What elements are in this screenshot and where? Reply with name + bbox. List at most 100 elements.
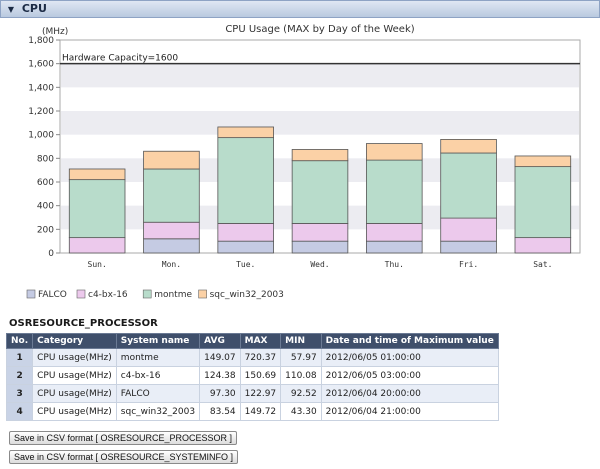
table-cell: 3 xyxy=(5,384,34,403)
legend-swatch xyxy=(76,289,86,299)
table-cell: 92.52 xyxy=(280,384,322,403)
table-cell: montme xyxy=(115,348,201,367)
column-header[interactable]: Date and time of Maximum value xyxy=(320,333,500,349)
table-cell: 1 xyxy=(5,348,34,367)
table-header-row: No. Category System name AVG MAX MIN Date and … xyxy=(5,333,500,349)
processor-table: No. Category System name AVG MAX MIN Date and … xyxy=(5,333,500,421)
bar-segment xyxy=(143,238,200,254)
table-cell: 2012/06/05 01:00:00 xyxy=(320,348,500,367)
capacity-label: Hardware Capacity=1600 xyxy=(62,54,178,64)
grid-band xyxy=(61,63,579,88)
save-csv-systeminfo-button[interactable]: Save in CSV format [ OSRESOURCE_SYSTEMIN… xyxy=(9,450,239,464)
legend-label: FALCO xyxy=(38,290,67,300)
table-cell: CPU usage(MHz) xyxy=(32,366,117,385)
bar-segment xyxy=(366,143,423,161)
bar-segment xyxy=(68,168,126,181)
bar-segment xyxy=(514,237,572,254)
table-cell: 83.54 xyxy=(199,402,241,421)
y-tick-label: 1,000 xyxy=(28,131,54,141)
bar-segment xyxy=(143,221,200,240)
panel-title: CPU xyxy=(21,2,47,15)
triangle-down-icon[interactable]: ▼ xyxy=(7,5,15,14)
column-header[interactable]: Category xyxy=(32,333,117,349)
y-axis-label: (MHz) xyxy=(42,27,68,37)
table-cell: CPU usage(MHz) xyxy=(32,384,117,403)
bar-segment xyxy=(366,223,423,242)
bar-segment xyxy=(291,149,349,162)
column-header[interactable]: MAX xyxy=(239,333,282,349)
bar-segment xyxy=(366,159,423,224)
legend-label: c4-bx-16 xyxy=(88,290,128,300)
y-tick-label: 1,800 xyxy=(28,36,54,46)
table-cell: 2 xyxy=(5,366,34,385)
table-cell: 2012/06/04 21:00:00 xyxy=(320,402,500,421)
column-header[interactable]: MIN xyxy=(280,333,322,349)
table-cell: 150.69 xyxy=(239,366,282,385)
table-cell: 4 xyxy=(5,402,34,421)
bar-segment xyxy=(366,240,423,254)
y-tick-label: 0 xyxy=(48,249,54,259)
cpu-panel-header[interactable]: ▼ CPU xyxy=(0,0,600,18)
bar-segment xyxy=(68,237,126,254)
bar-segment xyxy=(143,168,200,223)
table-cell: sqc_win32_2003 xyxy=(115,402,201,421)
bar-segment xyxy=(514,166,572,239)
table-row: 2 CPU usage(MHz) c4-bx-16 124.38 150.69 110.0… xyxy=(5,366,500,385)
table-cell: 97.30 xyxy=(199,384,241,403)
column-header[interactable]: System name xyxy=(115,333,201,349)
chart-svg: 0 200 400 600 800 1,000 1,200 1,400 1,600 1,800(M… xyxy=(26,24,581,300)
y-tick-label: 1,600 xyxy=(28,60,54,70)
x-tick-label: Sat. xyxy=(533,260,552,269)
legend-label: sqc_win32_2003 xyxy=(210,290,284,300)
x-tick-label: Thu. xyxy=(385,260,404,269)
table-cell: CPU usage(MHz) xyxy=(32,348,117,367)
table-cell: c4-bx-16 xyxy=(115,366,201,385)
x-tick-label: Sun. xyxy=(88,260,107,269)
bar-segment xyxy=(440,139,497,154)
bar-segment xyxy=(440,152,497,219)
table-cell: 110.08 xyxy=(280,366,322,385)
bar-segment xyxy=(68,179,126,239)
bar-segment xyxy=(217,223,274,242)
bar-segment xyxy=(440,240,497,254)
legend-label: montme xyxy=(154,290,192,300)
table-row: 3 CPU usage(MHz) FALCO 97.30 122.97 92.52 2012… xyxy=(5,384,500,403)
save-csv-processor-button[interactable]: Save in CSV format [ OSRESOURCE_PROCESSO… xyxy=(9,431,238,445)
table-cell: 43.30 xyxy=(280,402,322,421)
cpu-usage-chart: 0 200 400 600 800 1,000 1,200 1,400 1,600 1,800 (M… xyxy=(0,18,600,318)
bar-segment xyxy=(143,150,200,170)
bar-segment xyxy=(217,240,274,254)
table-row: 1 CPU usage(MHz) montme 149.07 720.37 57.97 20… xyxy=(5,348,500,367)
grid-band xyxy=(61,111,579,135)
x-tick-label: Tue. xyxy=(236,260,255,269)
x-tick-label: Wed. xyxy=(310,260,329,269)
bar-segment xyxy=(514,155,572,168)
legend-swatch xyxy=(198,289,207,299)
table-cell: 2012/06/05 03:00:00 xyxy=(320,366,500,385)
bar-segment xyxy=(291,240,349,254)
y-tick-label: 600 xyxy=(37,178,54,188)
bar-segment xyxy=(217,137,274,224)
x-tick-label: Mon. xyxy=(162,260,181,269)
table-cell: 2012/06/04 20:00:00 xyxy=(320,384,500,403)
table-cell: 149.72 xyxy=(239,402,282,421)
table-cell: CPU usage(MHz) xyxy=(32,402,117,421)
chart-title: CPU Usage (MAX by Day of the Week) xyxy=(225,24,414,35)
table-cell: 124.38 xyxy=(199,366,241,385)
column-header[interactable]: AVG xyxy=(199,333,241,349)
y-tick-label: 1,200 xyxy=(28,107,54,117)
y-tick-label: 400 xyxy=(37,202,54,212)
y-tick-label: 200 xyxy=(37,225,54,235)
x-tick-label: Fri. xyxy=(459,260,478,269)
bar-segment xyxy=(440,217,497,242)
column-header[interactable]: No. xyxy=(5,333,34,349)
bar-segment xyxy=(291,223,349,242)
bar-segment xyxy=(291,160,349,224)
table-cell: 122.97 xyxy=(239,384,282,403)
table-cell: 149.07 xyxy=(199,348,241,367)
table-cell: 720.37 xyxy=(239,348,282,367)
legend-swatch xyxy=(26,289,36,299)
table-row: 4 CPU usage(MHz) sqc_win32_2003 83.54 149.72… xyxy=(5,402,500,421)
table-cell: FALCO xyxy=(115,384,201,403)
section-title: OSRESOURCE_PROCESSOR xyxy=(9,318,158,329)
